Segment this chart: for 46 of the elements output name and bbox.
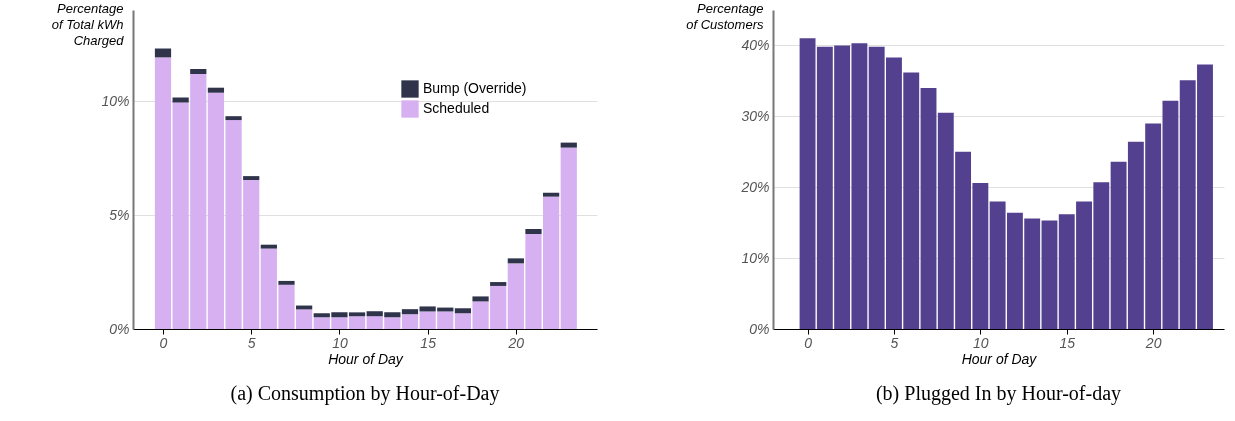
x-tick-label: 15 xyxy=(1059,334,1076,351)
x-tick-label: 20 xyxy=(1144,334,1162,351)
bar xyxy=(560,142,577,148)
x-tick-label: 10 xyxy=(332,334,348,351)
y-tick-label: 20% xyxy=(740,178,770,195)
bar xyxy=(260,244,277,249)
bar xyxy=(507,258,524,264)
y-tick-label: 5% xyxy=(109,206,130,223)
bar xyxy=(543,192,560,197)
bar xyxy=(525,228,542,234)
y-tick-label: 10% xyxy=(101,92,130,109)
y-tick-label: 0% xyxy=(749,320,770,337)
bar xyxy=(560,147,577,329)
x-tick-label: 0 xyxy=(804,334,813,351)
x-tick-label: 5 xyxy=(247,334,256,351)
y-tick-label: 30% xyxy=(741,107,770,124)
text: (b) Plugged In by Hour-of-day xyxy=(875,382,1122,405)
y-tick-label: 0% xyxy=(109,320,130,337)
bar xyxy=(225,116,242,121)
bar xyxy=(278,280,295,285)
bar xyxy=(454,308,472,314)
bar xyxy=(154,57,172,329)
x-tick-label: 20 xyxy=(507,334,525,351)
bar xyxy=(401,309,419,315)
y-tick-label: 40% xyxy=(741,36,770,53)
legend-label: Bump (Override) xyxy=(423,80,527,96)
bar xyxy=(190,69,207,75)
x-tick-label: 10 xyxy=(973,334,989,351)
x-tick-label: 5 xyxy=(890,334,899,351)
y-tick-label: 10% xyxy=(741,249,770,266)
y-axis-title: Percentage of Total kWh Charged xyxy=(51,0,125,48)
bar xyxy=(172,97,189,103)
bar xyxy=(490,282,507,286)
bar xyxy=(207,87,225,93)
x-axis-title: Hour of Day xyxy=(961,350,1038,367)
y-axis-title: Percentage of Customers xyxy=(686,0,764,32)
bar xyxy=(920,87,937,329)
x-tick-label: 15 xyxy=(420,334,437,351)
x-axis-title: Hour of Day xyxy=(328,350,404,367)
bar xyxy=(1041,220,1058,329)
x-tick-label: 0 xyxy=(159,334,168,351)
bar xyxy=(401,314,419,329)
legend-label: Scheduled xyxy=(423,100,490,116)
bar xyxy=(472,296,489,302)
bar xyxy=(243,176,260,180)
text: (a) Consumption by Hour-of-Day xyxy=(230,382,500,405)
